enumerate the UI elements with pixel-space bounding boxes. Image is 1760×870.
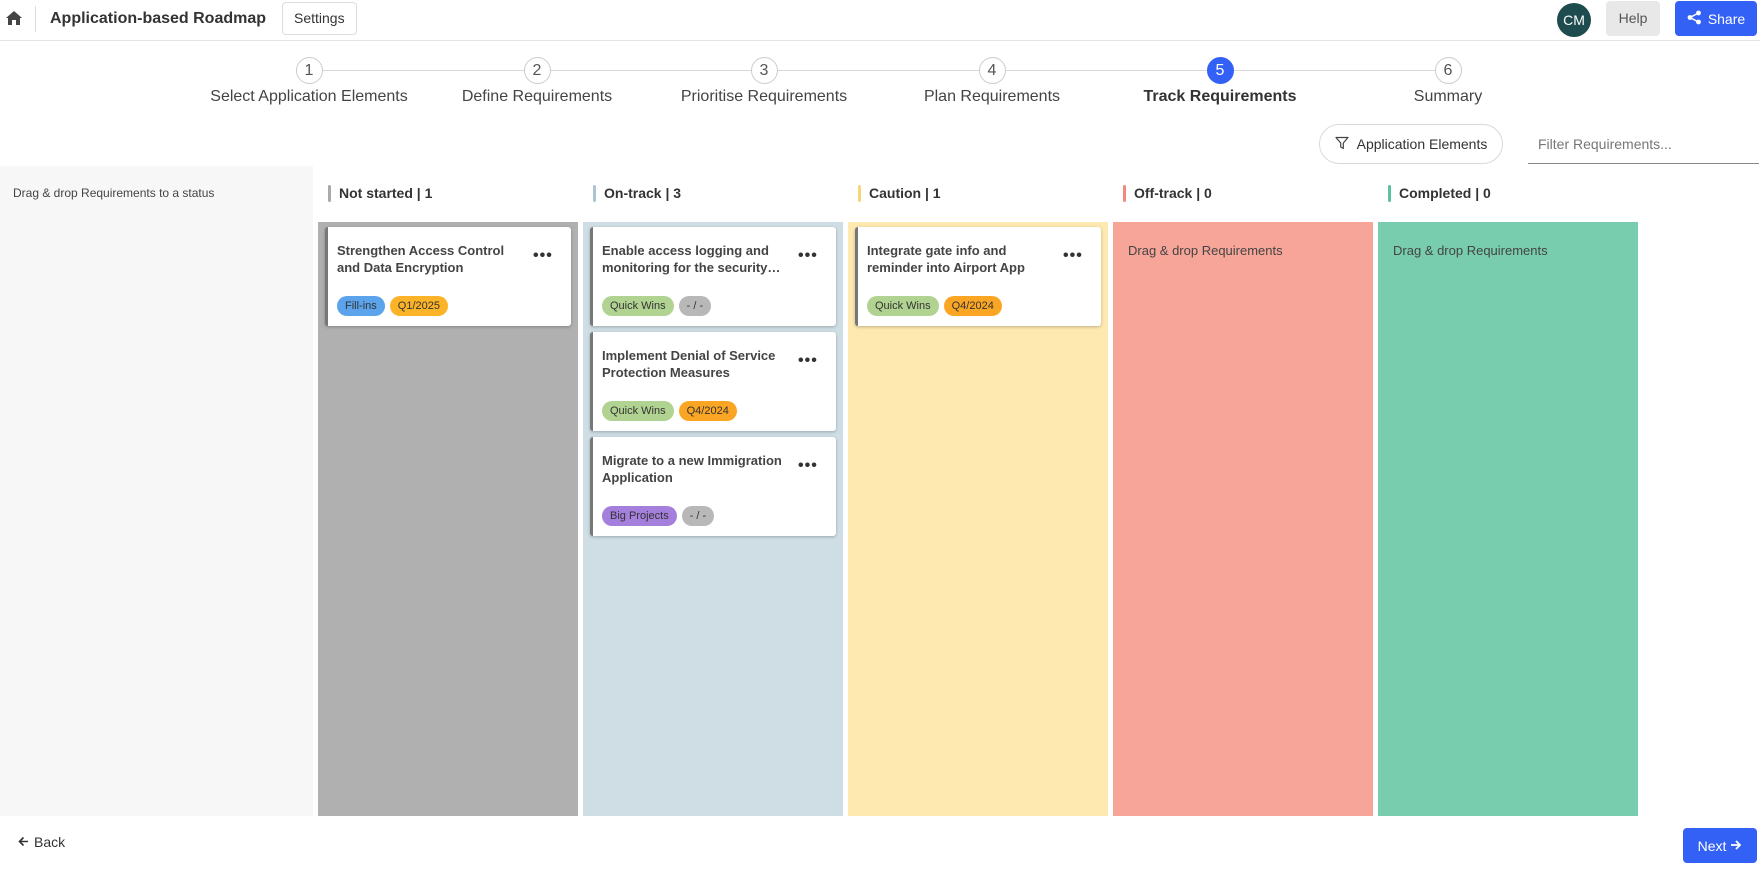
column-header-off-track: Off-track | 0 [1123,184,1212,202]
share-label: Share [1707,10,1746,27]
more-options-icon[interactable]: ••• [1063,247,1083,264]
card-title: Integrate gate info and reminder into Ai… [867,243,1025,275]
card-tags: Big Projects - / - [602,506,715,526]
step-number: 2 [523,57,551,84]
step-label: Summary [1413,88,1483,105]
status-color-bar [593,184,596,202]
card-tags: Quick Wins - / - [602,296,712,316]
requirement-card[interactable]: Enable access logging and monitoring for… [590,227,836,326]
step-number: 5 [1206,57,1234,84]
filter-icon [1335,136,1349,153]
more-options-icon[interactable]: ••• [533,247,553,264]
card-title: Enable access logging and monitoring for… [602,243,781,275]
step-label: Define Requirements [461,88,613,105]
column-completed[interactable]: Drag & drop Requirements [1378,222,1638,816]
filter-requirements-input[interactable] [1528,124,1759,164]
status-color-bar [1388,184,1391,202]
status-color-bar [328,184,331,202]
priority-tag: Big Projects [602,506,677,526]
quarter-tag: Q4/2024 [678,401,737,421]
step-prioritise-requirements[interactable]: 3 Prioritise Requirements [649,57,879,106]
more-options-icon[interactable]: ••• [798,352,818,369]
home-icon[interactable] [5,9,23,27]
step-label: Track Requirements [1143,88,1297,105]
priority-tag: Quick Wins [602,296,674,316]
column-title: Caution | 1 [869,185,941,201]
column-title: On-track | 3 [604,185,682,201]
requirement-card[interactable]: Integrate gate info and reminder into Ai… [855,227,1101,326]
card-tags: Quick Wins Q4/2024 [867,296,1002,316]
filter-label: Application Elements [1356,136,1488,152]
avatar[interactable]: CM [1557,3,1591,37]
priority-tag: Quick Wins [602,401,674,421]
column-title: Completed | 0 [1399,185,1491,201]
top-bar: Application-based Roadmap Settings CM He… [0,0,1760,41]
more-options-icon[interactable]: ••• [798,457,818,474]
quarter-tag: - / - [678,296,712,316]
card-title: Strengthen Access Control and Data Encry… [337,243,505,275]
left-panel: Drag & drop Requirements to a status [0,166,313,816]
quarter-tag: Q1/2025 [389,296,448,316]
step-number: 6 [1434,57,1462,84]
requirement-card[interactable]: Migrate to a new Immigration Application… [590,437,836,536]
toolbar-divider [35,6,36,32]
drop-zone-hint: Drag & drop Requirements [1128,243,1283,258]
step-label: Select Application Elements [210,88,408,105]
column-header-on-track: On-track | 3 [593,184,681,202]
quarter-tag: - / - [681,506,715,526]
app-title: Application-based Roadmap [50,10,267,27]
settings-button[interactable]: Settings [282,2,357,35]
next-label: Next [1697,837,1727,854]
column-header-caution: Caution | 1 [858,184,941,202]
step-summary[interactable]: 6 Summary [1333,57,1563,106]
requirement-card[interactable]: Strengthen Access Control and Data Encry… [325,227,571,326]
step-number: 4 [978,57,1006,84]
next-button[interactable]: Next [1683,828,1757,863]
step-label: Prioritise Requirements [680,88,848,105]
step-plan-requirements[interactable]: 4 Plan Requirements [877,57,1107,106]
requirement-card[interactable]: Implement Denial of Service Protection M… [590,332,836,431]
priority-tag: Fill-ins [337,296,385,316]
card-title: Migrate to a new Immigration Application [602,453,782,485]
quarter-tag: Q4/2024 [943,296,1002,316]
stepper-line [309,70,1449,71]
column-header-completed: Completed | 0 [1388,184,1491,202]
arrow-left-icon [18,834,29,850]
application-elements-filter-button[interactable]: Application Elements [1319,124,1503,164]
drag-drop-instruction: Drag & drop Requirements to a status [13,186,215,200]
card-title: Implement Denial of Service Protection M… [602,348,776,380]
column-title: Off-track | 0 [1134,185,1212,201]
step-number: 1 [295,57,323,84]
step-label: Plan Requirements [923,88,1061,105]
status-color-bar [858,184,861,202]
step-define-requirements[interactable]: 2 Define Requirements [422,57,652,106]
step-track-requirements[interactable]: 5 Track Requirements [1105,57,1335,106]
share-icon [1687,10,1702,28]
back-label: Back [34,834,66,850]
column-title: Not started | 1 [339,185,433,201]
step-select-application-elements[interactable]: 1 Select Application Elements [194,57,424,106]
card-tags: Quick Wins Q4/2024 [602,401,737,421]
status-color-bar [1123,184,1126,202]
stepper: 1 Select Application Elements 2 Define R… [0,41,1760,111]
back-button[interactable]: Back [18,834,65,850]
share-button[interactable]: Share [1675,1,1757,36]
card-tags: Fill-ins Q1/2025 [337,296,448,316]
column-off-track[interactable]: Drag & drop Requirements [1113,222,1373,816]
arrow-right-icon [1730,838,1742,854]
column-on-track[interactable]: Enable access logging and monitoring for… [583,222,843,816]
drop-zone-hint: Drag & drop Requirements [1393,243,1548,258]
column-not-started[interactable]: Strengthen Access Control and Data Encry… [318,222,578,816]
help-button[interactable]: Help [1606,1,1660,36]
more-options-icon[interactable]: ••• [798,247,818,264]
priority-tag: Quick Wins [867,296,939,316]
column-header-not-started: Not started | 1 [328,184,432,202]
step-number: 3 [750,57,778,84]
column-caution[interactable]: Integrate gate info and reminder into Ai… [848,222,1108,816]
